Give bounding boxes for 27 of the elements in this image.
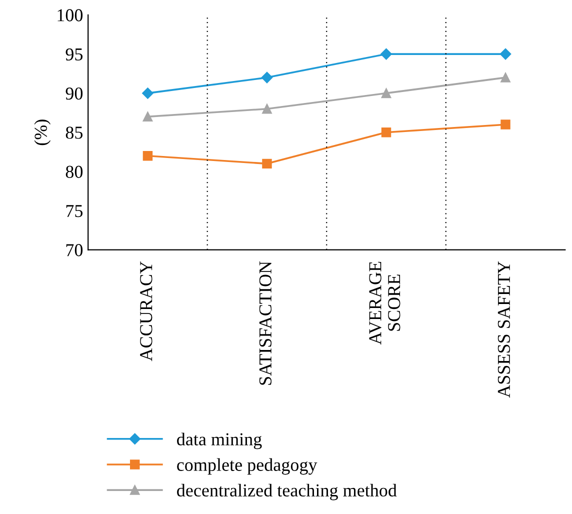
point [500, 48, 512, 60]
point [500, 120, 510, 130]
legend-label: decentralized teaching method [177, 484, 397, 500]
x-tick-label: SATISFACTION [259, 261, 272, 385]
y-tick-label: 75 [66, 205, 83, 218]
x-tick-label: AVERAGE SCORE [369, 262, 400, 345]
point [142, 112, 153, 122]
y-tick-label: 95 [66, 48, 83, 60]
point [262, 104, 272, 114]
y-tick-label: 100 [58, 9, 83, 22]
legend-label: data mining [177, 432, 262, 450]
y-tick-label: 70 [66, 244, 83, 256]
x-tick-label: ACCURACY [140, 261, 152, 362]
y-tick-label: 85 [66, 126, 83, 139]
point [380, 48, 392, 60]
point [142, 150, 153, 161]
point [142, 88, 154, 99]
point [500, 72, 510, 82]
point [262, 158, 272, 169]
point [381, 88, 392, 98]
point [381, 127, 392, 138]
y-tick-label: 80 [66, 166, 83, 178]
point [261, 72, 273, 84]
y-tick-label: 90 [66, 87, 83, 100]
x-tick-label: ASSESS SAFETY [498, 261, 510, 398]
y-axis-title: (%) [34, 120, 51, 146]
legend-label: complete pedagogy [177, 458, 318, 475]
